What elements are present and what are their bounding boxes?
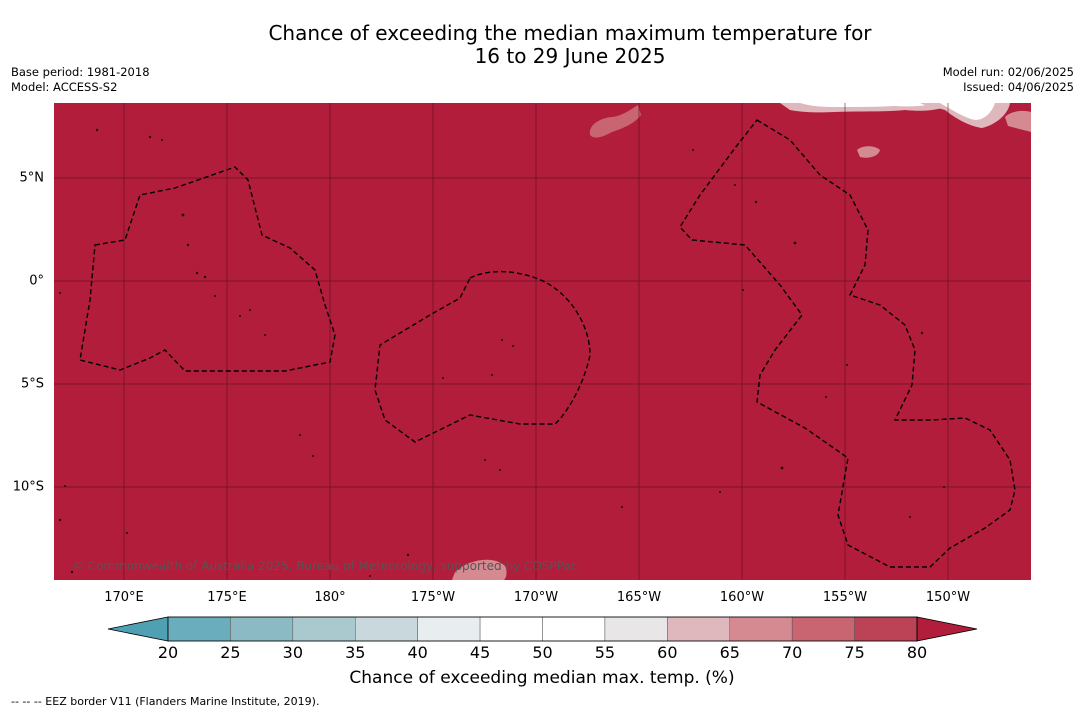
colorbar-label: 75	[844, 643, 865, 662]
colorbar-segment	[167, 616, 231, 642]
graticule	[54, 103, 1031, 580]
colorbar-label: 80	[906, 643, 928, 662]
y-tick-5n: 5°N	[19, 170, 45, 186]
x-tick-155w: 155°W	[822, 590, 868, 605]
colorbar-segment	[417, 616, 481, 642]
y-tick-0: 0°	[29, 273, 44, 289]
colorbar-label: 40	[407, 643, 428, 662]
x-tick-160w: 160°W	[719, 590, 765, 605]
colorbar-label: 20	[157, 643, 179, 662]
eez-borders	[79, 119, 1016, 568]
model-name: Model: ACCESS-S2	[11, 80, 118, 94]
meta-right: Model run: 02/06/2025 Issued: 04/06/2025	[943, 65, 1074, 95]
colorbar-label: 25	[220, 643, 241, 662]
colorbar-segment	[604, 616, 668, 642]
colorbar-segment	[729, 616, 793, 642]
y-tick-5s: 5°S	[20, 376, 44, 392]
colorbar-segment	[854, 616, 918, 642]
colorbar	[107, 616, 978, 642]
x-tick-150w: 150°W	[925, 590, 971, 605]
colorbar-label: 65	[719, 643, 740, 662]
colorbar-title: Chance of exceeding median max. temp. (%…	[349, 668, 735, 688]
island-dots	[58, 128, 945, 577]
title-line-2: 16 to 29 June 2025	[474, 44, 666, 68]
x-tick-170w: 170°W	[513, 590, 559, 605]
colorbar-segment	[791, 616, 855, 642]
chart-title: Chance of exceeding the median maximum t…	[200, 22, 940, 68]
colorbar-segment	[667, 616, 730, 642]
colorbar-segment	[292, 616, 356, 642]
copyright-credit: © Commonwealth of Australia 2025, Bureau…	[72, 559, 578, 573]
x-tick-165w: 165°W	[616, 590, 662, 605]
colorbar-label: 50	[532, 643, 553, 662]
base-period: Base period: 1981-2018	[11, 65, 150, 79]
model-run: Model run: 02/06/2025	[942, 65, 1074, 79]
title-line-1: Chance of exceeding the median maximum t…	[268, 21, 872, 45]
colorbar-label: 60	[657, 643, 678, 662]
colorbar-label: 55	[594, 643, 616, 662]
colorbar-label: 30	[282, 643, 304, 662]
probability-field	[54, 103, 1031, 580]
x-tick-170e: 170°E	[104, 590, 144, 605]
colorbar-segment	[542, 616, 606, 642]
x-tick-175e: 175°E	[207, 590, 247, 605]
meta-left: Base period: 1981-2018 Model: ACCESS-S2	[11, 65, 150, 95]
colorbar-label: 35	[345, 643, 366, 662]
x-tick-180: 180°	[314, 590, 346, 605]
issued-date: Issued: 04/06/2025	[963, 80, 1074, 94]
colorbar-extend-low	[107, 616, 169, 642]
colorbar-segment	[479, 616, 543, 642]
colorbar-extend-high	[916, 616, 978, 642]
colorbar-label: 45	[469, 643, 491, 662]
colorbar-outline	[167, 616, 918, 642]
colorbar-label: 70	[781, 643, 803, 662]
eez-footnote: -- -- -- EEZ border V11 (Flanders Marine…	[11, 695, 320, 708]
x-tick-175w: 175°W	[410, 590, 456, 605]
low-probability-patches	[452, 103, 1031, 580]
y-tick-10s: 10°S	[12, 479, 44, 495]
colorbar-segment	[230, 616, 294, 642]
colorbar-segment	[355, 616, 418, 642]
